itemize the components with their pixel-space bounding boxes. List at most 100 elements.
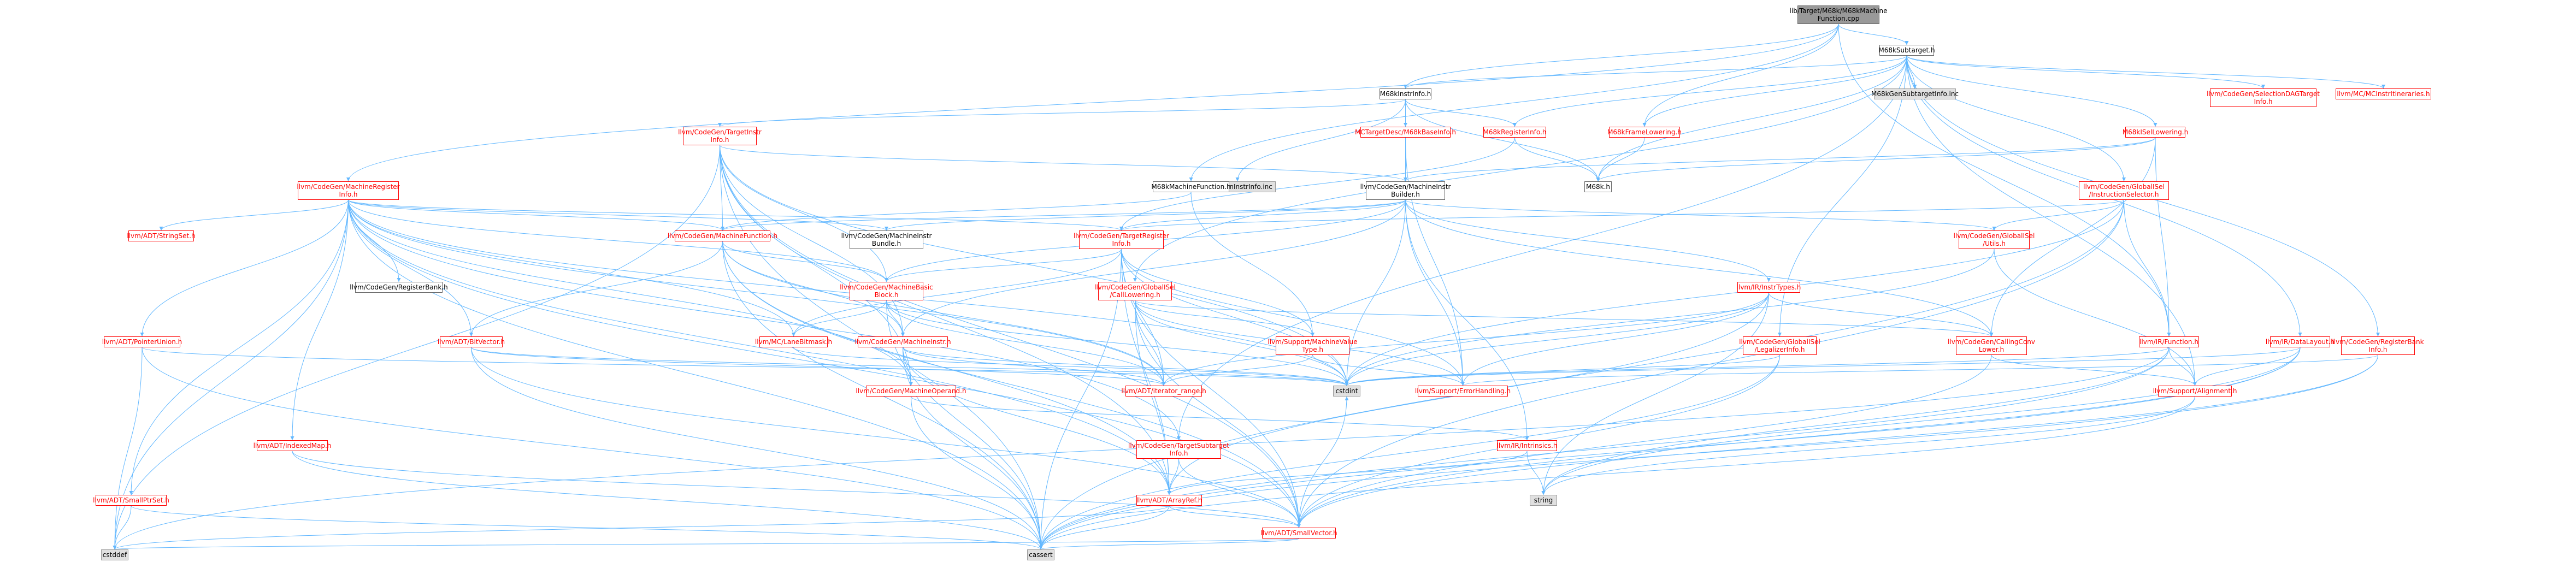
edge-arrayref-to-smallvector [1169,505,1301,528]
edge-root-to-subtarget [1838,23,1909,45]
node-bitvector[interactable]: llvm/ADT/BitVector.h [438,336,505,347]
edge-mir_builder-to-cstdint [1345,199,1406,386]
node-smallptrset[interactable]: llvm/ADT/SmallPtrSet.h [93,495,169,506]
edge-targetinstrinfo-to-mi_h [720,145,905,337]
edge-isellowering-to-mir_builder [1404,137,2156,182]
node-intrinsics[interactable]: llvm/IR/Intrinsics.h [1497,440,1558,451]
edge-smallptrset-to-cassert [131,505,1043,550]
node-mcdesc[interactable]: MCTargetDesc/M68kBaseInfo.h [1355,127,1456,138]
node-irfunction[interactable]: llvm/IR/Function.h [2139,336,2199,347]
edge-gisel_cl-to-smallvector [1135,300,1301,528]
edge-reginfo-to-m68k_h [1514,137,1600,182]
edge-gisel_is-to-irfunction [2124,199,2171,337]
edge-gisel_cl-to-cstdint [1135,300,1349,386]
node-errhandling[interactable]: llvm/Support/ErrorHandling.h [1415,386,1511,397]
edge-gisel_is-to-smallvector [1297,199,2124,528]
edge-mri_h-to-tri_h [348,199,1123,231]
edge-datalayout-to-alignment [2193,347,2301,386]
node-instrtypes[interactable]: llvm/IR/InstrTypes.h [1737,282,1801,293]
edge-mir_builder-to-instrtypes [1405,199,1771,282]
edge-mri_h-to-indexedmap [290,199,349,441]
edge-mri_h-to-cassert [348,199,1043,550]
edge-mri_h-to-bitvector [348,199,473,337]
node-smallvector[interactable]: llvm/ADT/SmallVector.h [1260,528,1337,539]
node-regbankinfo[interactable]: llvm/CodeGen/RegisterBank Info.h [2332,336,2424,355]
edge-mri_h-to-mo_h [348,199,913,386]
edge-bitvector-to-iter_range [471,347,1166,386]
node-gisel_utils[interactable]: llvm/CodeGen/GlobalISel /Utils.h [1954,230,2035,249]
node-reginfo[interactable]: M68kRegisterInfo.h [1483,127,1546,138]
edge-gisel_utils-to-alignment [1994,248,2197,386]
edge-isellowering-to-irfunction [2155,137,2171,337]
edge-mri_h-to-smallptrset [129,199,349,495]
node-mo_h[interactable]: llvm/CodeGen/MachineOperand.h [856,386,966,397]
edge-subtarget-to-tsi_h [1177,55,1907,441]
node-lanebitmask[interactable]: llvm/MC/LaneBitmask.h [755,336,832,347]
edge-subtarget-to-gisel_is [1906,55,2126,182]
edge-intrinsics-to-arrayref [1167,451,1528,495]
edge-callconv-to-alignment [1991,354,2197,386]
edge-subtarget-to-mcinstritin [1906,55,2385,89]
edge-mri_h-to-iter_range [348,199,1166,386]
edge-pointerunion-to-cstddef [113,347,143,550]
node-callconv[interactable]: llvm/CodeGen/CallingConv Lower.h [1948,336,2035,355]
edge-datalayout-to-smallvector [1297,347,2301,528]
edge-mri_h-to-mf_h [348,199,724,231]
edge-gisel_cl-to-arrayref [1135,300,1171,495]
edge-mi_h-to-cstdint [903,347,1349,386]
node-iter_range[interactable]: llvm/ADT/iterator_range.h [1121,386,1206,397]
edge-gisel_utils-to-cstdint [1345,248,1995,386]
node-arrayref[interactable]: llvm/ADT/ArrayRef.h [1136,495,1202,506]
node-framelowering[interactable]: M68kFrameLowering.h [1607,127,1682,138]
node-mbb_h[interactable]: llvm/CodeGen/MachineBasic Block.h [840,282,933,300]
edge-mir_builder-to-intrinsics [1405,199,1529,441]
node-mi_h[interactable]: llvm/CodeGen/MachineInstr.h [854,336,951,347]
node-tri_h[interactable]: llvm/CodeGen/TargetRegister Info.h [1074,230,1169,249]
node-mri_h[interactable]: llvm/CodeGen/MachineRegister Info.h [297,181,400,200]
node-mcinstritin[interactable]: llvm/MC/MCInstrItineraries.h [2336,88,2431,99]
node-stringset[interactable]: llvm/ADT/StringSet.h [127,230,196,241]
node-targetinstrinfo[interactable]: llvm/CodeGen/TargetInstr Info.h [678,127,762,145]
edge-instrtypes-to-errhandling [1461,292,1769,386]
edge-smallvector-to-cstdint [1299,396,1349,528]
edge-tri_h-to-mbb_h [885,248,1122,282]
edge-instrinfo-to-m68k_h [1405,99,1600,182]
edge-mir_builder-to-callconv [1405,199,1994,337]
node-alignment[interactable]: llvm/Support/Alignment.h [2153,386,2237,397]
edge-mri_h-to-arrayref [348,199,1171,495]
edge-irfunction-to-cstdint [1345,347,2170,386]
edge-bitvector-to-cstdint [471,347,1349,386]
edge-tri_h-to-cstdint [1121,248,1349,386]
edge-mf_h-to-mbb_h [722,241,888,282]
edge-smallvector-to-cassert [1039,538,1299,550]
edge-targetinstrinfo-to-cassert [720,145,1043,550]
edge-gisel_is-to-cassert [1039,199,2124,550]
edge-mf_h-to-smallvector [722,241,1301,528]
edge-mf_h-to-bitvector [469,241,723,337]
edge-bitvector-to-smallvector [471,347,1301,528]
node-legalizer[interactable]: llvm/CodeGen/GlobalISel /LegalizerInfo.h [1739,336,1820,355]
node-mf_h[interactable]: llvm/CodeGen/MachineFunction.h [668,230,777,241]
edge-alignment-to-string [1541,396,2195,495]
node-pointerunion[interactable]: llvm/ADT/PointerUnion.h [102,336,182,347]
node-isellowering[interactable]: M68kISelLowering.h [2123,127,2188,138]
edge-callconv-to-smallvector [1297,354,1992,528]
node-indexedmap[interactable]: llvm/ADT/IndexedMap.h [254,440,331,451]
edge-alignment-to-cassert [1039,396,2195,550]
node-gisel_is[interactable]: llvm/CodeGen/GlobalISel /InstructionSele… [2079,181,2169,200]
edge-instrtypes-to-iter_range [1162,292,1769,386]
edge-targetinstrinfo-to-cstddef [113,145,720,550]
node-seldagtarget[interactable]: llvm/CodeGen/SelectionDAGTarget Info.h [2207,88,2320,107]
node-mvt_h[interactable]: llvm/Support/MachineValue Type.h [1268,336,1358,355]
edge-subtarget-to-framelowering [1642,55,1907,127]
edge-subtarget-to-alignment [1906,55,2197,386]
node-datalayout[interactable]: llvm/IR/DataLayout.h [2266,336,2335,347]
edge-pointerunion-to-cassert [142,347,1043,550]
node-gisel_cl[interactable]: llvm/CodeGen/GlobalISel /CallLowering.h [1094,282,1176,300]
node-cassert: cassert [1027,549,1054,560]
node-tsi_h[interactable]: llvm/CodeGen/TargetSubtarget Info.h [1128,440,1229,459]
node-root: lib/Target/M68k/M68kMachine Function.cpp [1790,5,1887,24]
node-regbank_cg: llvm/CodeGen/RegisterBank.h [350,282,448,293]
